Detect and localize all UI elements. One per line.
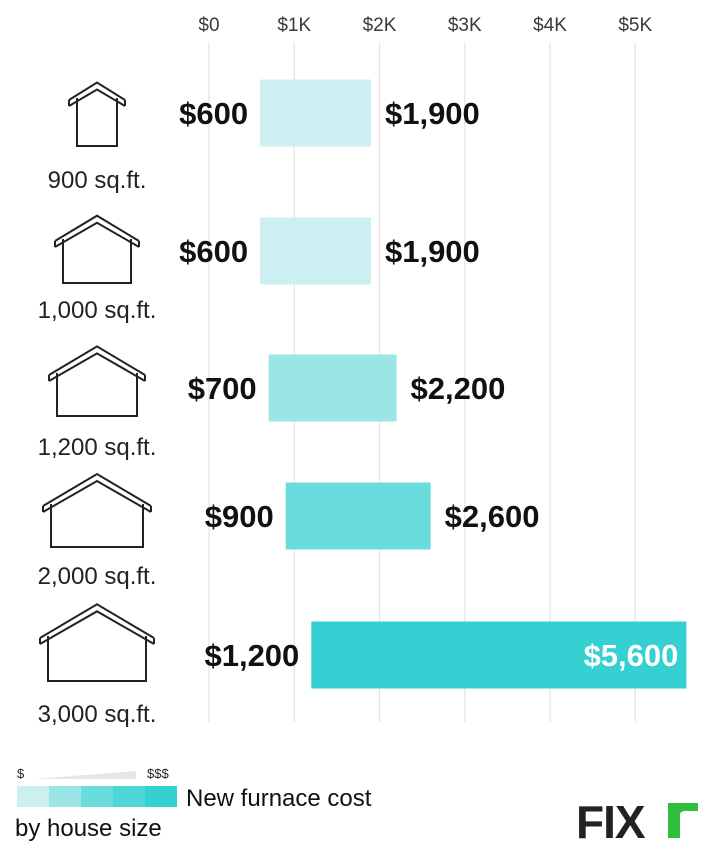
- logo-text: FIX: [576, 796, 646, 848]
- bar-row: 3,000 sq.ft. $1,200 $5,600: [38, 603, 687, 728]
- x-tick-label: $1K: [277, 15, 311, 36]
- high-value-label: $1,900: [385, 234, 480, 269]
- low-value-label: $700: [188, 371, 257, 406]
- legend-swatch: [145, 786, 177, 807]
- x-tick-label: $0: [198, 15, 219, 36]
- high-value-label: $2,200: [411, 371, 506, 406]
- category-label: 2,000 sq.ft.: [38, 563, 157, 590]
- legend-low-symbol: $: [17, 766, 25, 781]
- low-value-label: $1,200: [204, 638, 299, 673]
- legend-swatch: [49, 786, 81, 807]
- house-icon: [42, 472, 152, 548]
- category-label: 1,200 sq.ft.: [38, 434, 157, 461]
- high-value-label: $5,600: [584, 638, 679, 673]
- range-bar: [268, 354, 397, 422]
- fixr-logo: FIX: [576, 796, 698, 848]
- legend-title-line2: by house size: [15, 815, 162, 842]
- category-label: 3,000 sq.ft.: [38, 701, 157, 728]
- category-label: 1,000 sq.ft.: [38, 297, 157, 324]
- legend-gradient-wedge: [34, 771, 136, 779]
- legend: $ $$$ New furnace cost by house size: [15, 766, 372, 842]
- x-tick-label: $5K: [618, 15, 652, 36]
- legend-swatch: [81, 786, 113, 807]
- high-value-label: $1,900: [385, 96, 480, 131]
- range-bar: [260, 217, 371, 285]
- house-icon: [54, 214, 140, 284]
- low-value-label: $900: [205, 499, 274, 534]
- high-value-label: $2,600: [445, 499, 540, 534]
- logo-r-mark: [668, 803, 698, 838]
- low-value-label: $600: [179, 234, 248, 269]
- house-icon: [68, 81, 126, 147]
- low-value-label: $600: [179, 96, 248, 131]
- bar-row: 1,200 sq.ft. $700 $2,200: [38, 345, 506, 461]
- bar-rows: 900 sq.ft. $600 $1,900 1,000 sq.ft. $600 $1,9…: [38, 79, 687, 728]
- range-bar: [285, 482, 431, 550]
- house-icon: [48, 345, 146, 417]
- x-axis-ticks: $0 $1K $2K $3K $4K $5K: [198, 15, 652, 36]
- house-icon: [39, 603, 155, 682]
- legend-title-line1: New furnace cost: [186, 785, 372, 812]
- legend-high-symbol: $$$: [147, 766, 169, 781]
- bar-row: 2,000 sq.ft. $900 $2,600: [38, 472, 540, 590]
- legend-swatches: [17, 786, 177, 807]
- range-bar: [260, 79, 371, 147]
- legend-swatch: [17, 786, 49, 807]
- category-label: 900 sq.ft.: [48, 167, 147, 194]
- x-tick-label: $2K: [363, 15, 397, 36]
- x-tick-label: $3K: [448, 15, 482, 36]
- x-tick-label: $4K: [533, 15, 567, 36]
- bar-row: 1,000 sq.ft. $600 $1,900: [38, 214, 480, 324]
- bar-row: 900 sq.ft. $600 $1,900: [48, 79, 480, 194]
- range-bar: [311, 621, 687, 689]
- legend-swatch: [113, 786, 145, 807]
